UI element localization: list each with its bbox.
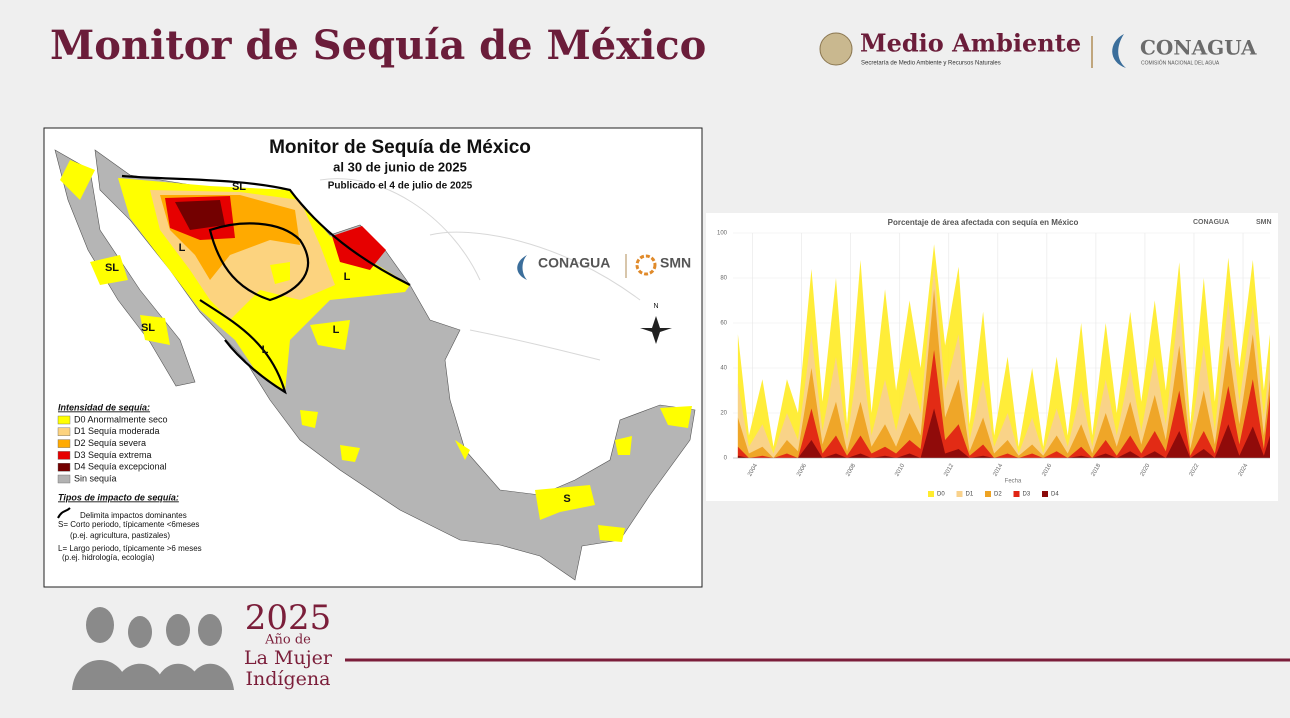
map-conagua-logo: CONAGUA: [538, 255, 610, 271]
legend-swatch: [928, 491, 934, 497]
y-tick-label: 0: [724, 456, 728, 462]
north-arrow: [640, 316, 672, 344]
legend-label: D0 Anormalmente seco: [74, 414, 168, 424]
region-label: L: [179, 242, 186, 254]
y-tick-label: 80: [720, 276, 727, 282]
legend-label: D4 Sequía excepcional: [74, 462, 167, 472]
chart-title: Porcentaje de área afectada con sequía e…: [888, 218, 1079, 227]
map-smn-emblem: [635, 254, 657, 276]
map-subtitle: al 30 de junio de 2025: [333, 159, 467, 174]
semarnat-emblem: [819, 32, 853, 66]
legend-label: Sin sequía: [74, 473, 117, 483]
legend-label: D2 Sequía severa: [74, 438, 146, 448]
legend-swatch: [57, 474, 71, 484]
map-panel: N Monitor de Sequía de México al 30 de j…: [43, 127, 703, 588]
impact-line-symbol: [57, 507, 71, 519]
area: [737, 266, 1270, 458]
legend-swatch: [57, 451, 71, 460]
map-neighbour-borders: [319, 178, 641, 361]
north-label: N: [653, 303, 658, 310]
area: [737, 289, 1270, 458]
map-legend: D0 Anormalmente seco D1 Sequía moderada D2…: [57, 414, 168, 484]
region-label: L: [344, 271, 351, 283]
footer-line2: La Mujer: [244, 647, 333, 669]
semarnat-logo-sub: Secretaría de Medio Ambiente y Recursos …: [861, 61, 1001, 67]
map-impact-boundaries: [121, 174, 411, 395]
legend-swatch: [1042, 491, 1048, 497]
legend-label: D4: [1051, 492, 1059, 498]
map-smn-logo: SMN: [660, 255, 691, 271]
map-published: Publicado el 4 de julio de 2025: [328, 181, 473, 192]
impact-l-example: (p.ej. hidrología, ecología): [62, 553, 155, 562]
area: [737, 350, 1270, 458]
impact-line-label: Delimita impactos dominantes: [80, 511, 187, 520]
legend-swatch: [1013, 491, 1020, 497]
legend-label: D3: [1023, 492, 1031, 498]
impact-l: L= Largo periodo, típicamente >6 meses: [58, 544, 202, 553]
region-label: L: [333, 324, 340, 336]
map-legend-title: Intensidad de sequía:: [58, 402, 150, 412]
region-label: S: [563, 493, 570, 505]
legend-label: D2: [994, 492, 1002, 498]
footer: 2025 Año de La Mujer Indígena: [72, 598, 1290, 690]
legend-label: D3 Sequía extrema: [74, 450, 152, 460]
region-labels: SL L L SL SL L L S: [105, 181, 571, 505]
region-label: SL: [141, 322, 155, 334]
legend-label: D1: [966, 492, 974, 498]
y-tick-label: 20: [720, 411, 727, 417]
y-tick-label: 100: [717, 231, 728, 237]
legend-swatch: [956, 491, 963, 497]
conagua-logo: CONAGUA: [1140, 36, 1257, 60]
legend-swatch: [57, 427, 71, 436]
footer-line1: Año de: [264, 633, 311, 648]
impact-s-example: (p.ej. agricultura, pastizales): [70, 531, 170, 540]
conagua-logo-sub: COMISIÓN NACIONAL DEL AGUA: [1141, 59, 1220, 66]
chart-conagua-logo: CONAGUA: [1193, 219, 1229, 226]
footer-line3: Indígena: [246, 668, 331, 690]
page-title: Monitor de Sequía de México: [50, 22, 706, 69]
footer-portraits: [72, 607, 234, 690]
x-axis-label: Fecha: [1005, 479, 1022, 485]
region-label: L: [262, 344, 269, 356]
impact-s: S= Corto periodo, típicamente <6meses: [58, 520, 199, 529]
map-conagua-emblem: [517, 255, 527, 280]
legend-swatch: [57, 463, 71, 472]
footer-year: 2025: [245, 598, 332, 638]
conagua-emblem: [1112, 34, 1126, 68]
chart-panel: Porcentaje de área afectada con sequía e…: [706, 213, 1278, 501]
region-label: SL: [105, 262, 119, 274]
region-label: SL: [232, 181, 246, 193]
legend-label: D1 Sequía moderada: [74, 426, 160, 436]
legend-label: D0: [937, 492, 945, 498]
map-d4-north: [175, 200, 225, 230]
map-title: Monitor de Sequía de México: [269, 137, 531, 158]
map-d3-northeast: [332, 226, 386, 270]
area: [737, 244, 1270, 458]
chart-smn-logo: SMN: [1256, 219, 1272, 226]
map-impact-title: Tipos de impacto de sequía:: [58, 492, 179, 502]
semarnat-logo: Medio Ambiente: [860, 29, 1081, 58]
legend-swatch: [57, 415, 71, 425]
legend-swatch: [985, 491, 991, 497]
y-tick-label: 40: [720, 366, 727, 372]
legend-swatch: [57, 439, 71, 448]
y-tick-label: 60: [720, 321, 727, 327]
